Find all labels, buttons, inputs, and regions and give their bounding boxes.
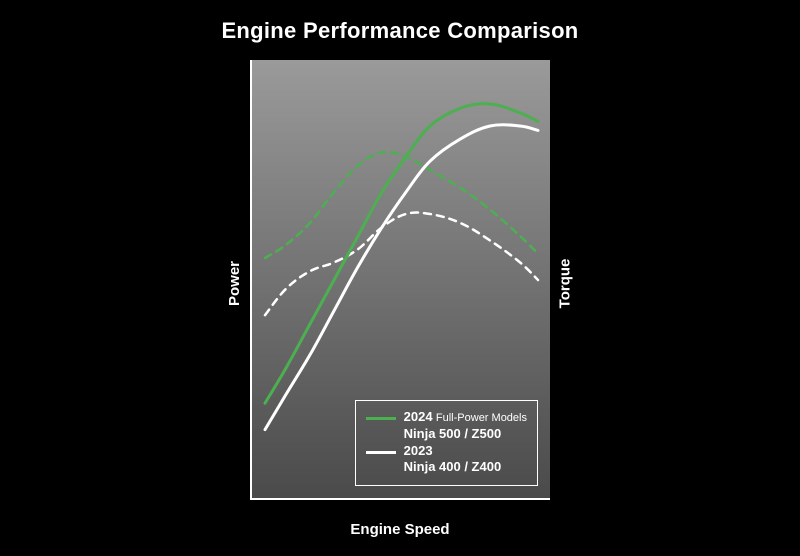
power-2023-line (265, 125, 538, 430)
chart-frame: Engine Performance Comparison Power Torq… (200, 0, 600, 556)
legend-model-2024: Ninja 500 / Z500 (404, 426, 527, 442)
plot-area: 2024 Full-Power Models Ninja 500 / Z500 … (250, 60, 550, 500)
y-axis-label-right: Torque (557, 259, 574, 309)
legend-model-2023: Ninja 400 / Z400 (404, 459, 502, 475)
legend-suffix-2024: Full-Power Models (436, 412, 527, 424)
legend-item-2023: 2023 Ninja 400 / Z400 (366, 443, 527, 475)
legend-swatch-2024 (366, 417, 396, 420)
legend-text-2024: 2024 Full-Power Models Ninja 500 / Z500 (404, 409, 527, 441)
legend-box: 2024 Full-Power Models Ninja 500 / Z500 … (355, 400, 538, 486)
legend-item-2024: 2024 Full-Power Models Ninja 500 / Z500 (366, 409, 527, 441)
legend-text-2023: 2023 Ninja 400 / Z400 (404, 443, 502, 475)
y-axis-label-left: Power (226, 261, 243, 306)
x-axis-label: Engine Speed (200, 521, 600, 538)
power-2024-line (265, 104, 538, 403)
legend-year-2023: 2023 (404, 443, 433, 458)
legend-swatch-2023 (366, 451, 396, 454)
torque-2024-line (265, 152, 538, 258)
chart-title: Engine Performance Comparison (200, 18, 600, 44)
legend-year-2024: 2024 (404, 409, 433, 424)
